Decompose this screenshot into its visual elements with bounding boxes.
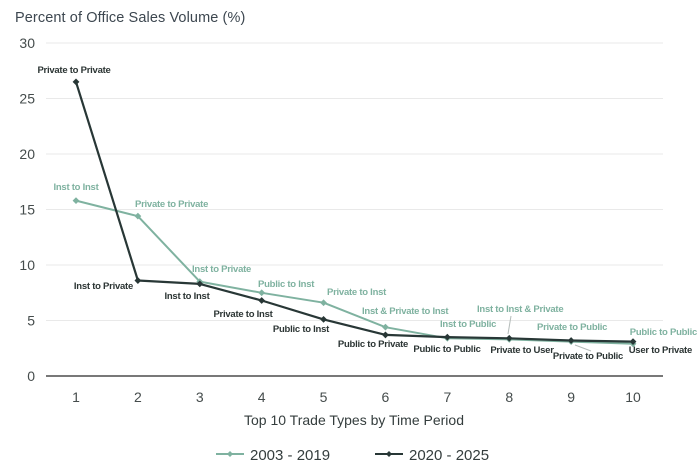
x-axis-title: Top 10 Trade Types by Time Period [244,412,464,428]
data-point-marker [196,280,204,288]
data-point-marker [629,338,637,345]
data-point-marker [320,299,327,307]
data-point-marker [505,334,513,342]
x-tick-label: 6 [382,389,390,405]
legend-item-2020-2025: 2020 - 2025 [375,447,489,464]
point-labels: Inst to Inst Private to Private Inst to Pr… [37,65,697,362]
y-tick-label: 30 [19,35,35,51]
y-tick-label: 0 [27,368,35,384]
x-tick-label: 5 [320,389,328,405]
point-label: Private to Private [135,199,208,210]
chart-title: Percent of Office Sales Volume (%) [15,10,245,26]
x-tick-label: 4 [258,389,266,405]
data-point-marker [134,212,142,220]
point-label: Private to Inst [327,287,387,298]
label-leader-line [507,315,512,335]
data-point-marker [443,333,451,341]
data-point-marker [320,315,327,323]
point-label: Private to User [490,345,554,356]
series-line-2020-2025 [74,80,635,343]
legend: 2003 - 2019 2020 - 2025 [216,447,489,464]
point-label: Inst & Private to Inst [362,306,449,317]
series-lines [72,78,637,348]
point-label: Inst to Inst & Private [477,304,563,315]
data-point-marker [382,331,389,339]
data-point-marker [567,337,575,344]
legend-item-2003-2019: 2003 - 2019 [216,447,330,464]
x-tick-label: 1 [72,389,80,405]
y-tick-label: 5 [27,313,35,329]
point-label: Inst to Inst [53,182,99,193]
data-point-marker [382,323,389,331]
point-label: Public to Private [338,339,408,350]
data-point-marker [258,289,266,297]
point-label: Inst to Private [192,264,251,275]
point-label: Public to Public [413,344,480,355]
legend-diamond-marker [386,451,392,457]
x-tick-label: 3 [196,389,204,405]
y-tick-label: 20 [19,146,35,162]
point-label: Inst to Public [440,319,496,330]
y-axis-labels: 0 5 10 15 20 25 30 [19,35,35,384]
data-point-marker [72,197,80,205]
y-tick-label: 10 [19,257,35,273]
y-tick-label: 25 [19,91,35,107]
gridlines [46,42,663,377]
x-tick-label: 8 [505,389,513,405]
legend-diamond-marker [227,451,233,457]
x-axis-labels: 1 2 3 4 5 6 7 8 9 10 [72,389,641,405]
legend-label: 2003 - 2019 [250,447,330,464]
x-tick-label: 7 [443,389,451,405]
x-tick-label: 2 [134,389,142,405]
point-label: Public to Inst [273,324,330,335]
point-label: Inst to Inst [164,291,210,302]
data-point-marker [72,78,80,86]
x-tick-label: 10 [625,389,641,405]
data-point-marker [134,277,142,284]
point-label: Inst to Private [74,281,133,292]
point-label: Private to Inst [213,309,273,320]
leader-lines [507,315,592,352]
point-label: Private to Public [553,351,623,362]
point-label: User to Private [629,345,692,356]
x-tick-label: 9 [567,389,575,405]
y-tick-label: 15 [19,202,35,218]
point-label: Private to Private [37,65,110,76]
data-point-marker [258,297,266,304]
point-label: Public to Public [630,327,697,338]
point-label: Public to Inst [258,279,315,290]
label-leader-line [574,344,592,352]
point-label: Private to Public [537,322,607,333]
legend-label: 2020 - 2025 [409,447,489,464]
